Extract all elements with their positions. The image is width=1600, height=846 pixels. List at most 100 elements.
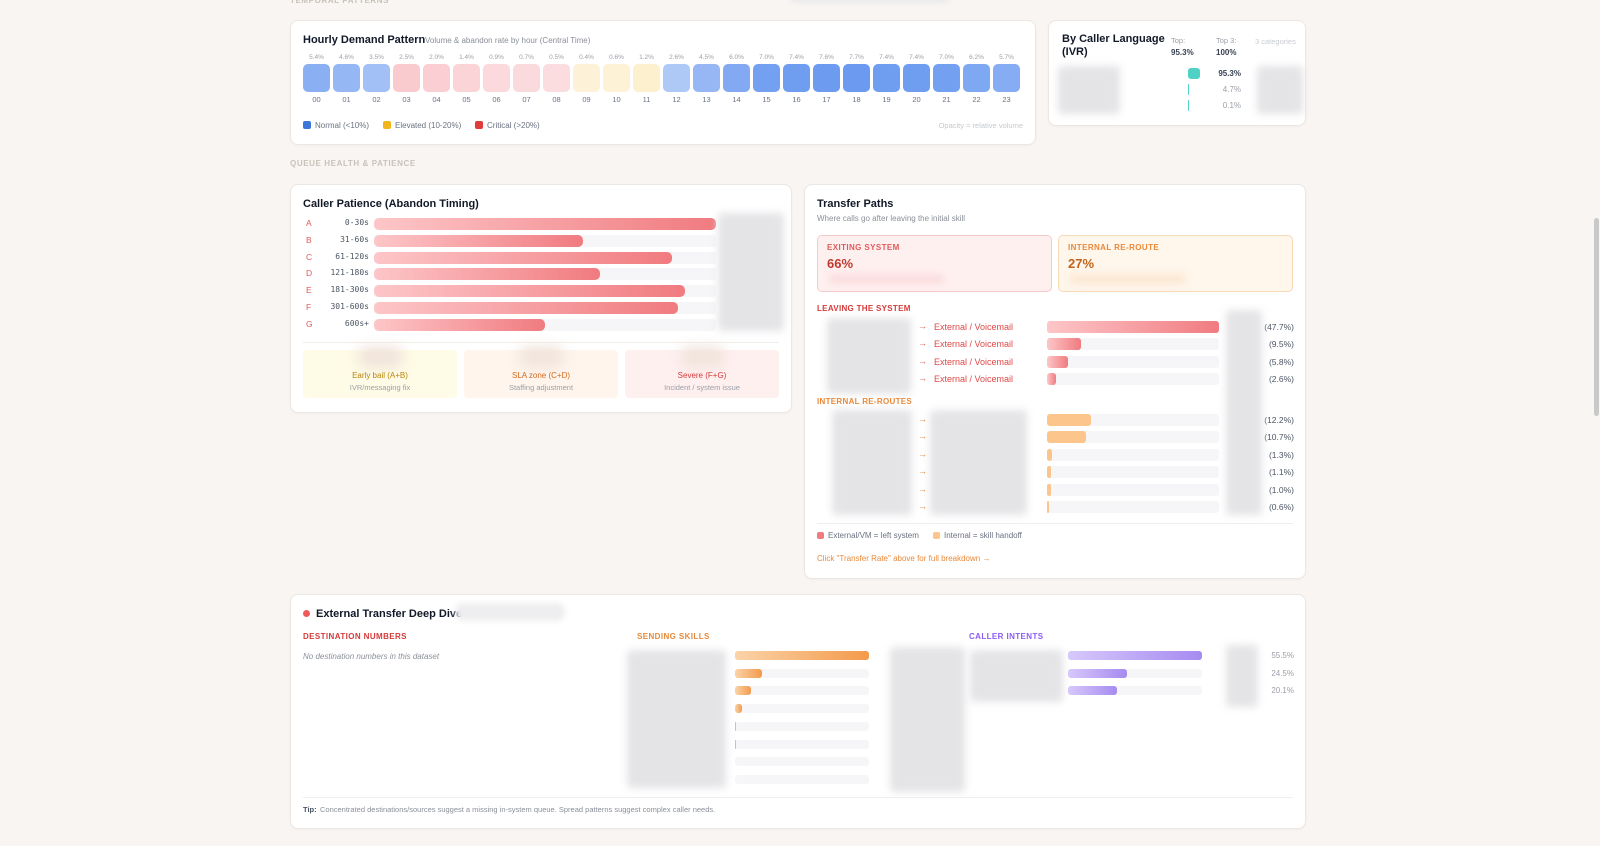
- redacted-block: [970, 650, 1063, 702]
- legend-swatch: [383, 121, 391, 129]
- arrow: →: [918, 321, 927, 331]
- hour-cell: [423, 64, 450, 92]
- hour-label: 15: [762, 95, 771, 104]
- hour-cell: [633, 64, 660, 92]
- reroute-bar: [1047, 448, 1052, 461]
- hour-cell: [813, 64, 840, 92]
- group-heading: INTERNAL RE-ROUTES: [817, 397, 913, 406]
- hour-cell: [513, 64, 540, 92]
- hour-volume-label: 0.9%: [489, 54, 504, 61]
- redacted-block: [1058, 66, 1120, 114]
- column-heading: DESTINATION NUMBERS: [303, 632, 407, 641]
- hour-label: 09: [582, 95, 591, 104]
- exit-bar: [1047, 372, 1057, 385]
- arrow: →: [918, 501, 927, 511]
- hour-label: 18: [852, 95, 861, 104]
- card-subtitle: Volume & abandon rate by hour (Central T…: [425, 36, 591, 45]
- arrow: →: [918, 414, 927, 424]
- bucket-letter: C: [306, 251, 313, 262]
- hour-volume-label: 3.5%: [369, 54, 384, 61]
- card-title: Caller Patience (Abandon Timing): [303, 198, 479, 210]
- hour-volume-label: 1.4%: [459, 54, 474, 61]
- exit-bar: [1047, 355, 1068, 368]
- hour-label: 03: [402, 95, 411, 104]
- stat-label: Top:: [1171, 36, 1186, 45]
- divider: [817, 523, 1293, 524]
- transfer-pct: (0.6%): [1268, 502, 1294, 512]
- skill-bar: [735, 721, 737, 731]
- hour-cell: [483, 64, 510, 92]
- hour-label: 02: [372, 95, 381, 104]
- column-heading: CALLER INTENTS: [969, 632, 1044, 641]
- bar-track: [1047, 431, 1219, 444]
- bucket-letter: A: [306, 218, 312, 228]
- hour-cell: [993, 64, 1020, 92]
- bucket-range: 301-600s: [330, 302, 369, 311]
- card-title: Transfer Paths: [817, 198, 894, 210]
- hour-label: 14: [732, 95, 741, 104]
- zone-title: Early bail (A+B): [352, 371, 408, 380]
- bar-track: [1047, 338, 1219, 351]
- zone-desc: IVR/messaging fix: [349, 383, 411, 392]
- arrow: →: [918, 466, 927, 477]
- legend-swatch: [933, 532, 940, 539]
- stat-value: 95.3%: [1171, 48, 1194, 57]
- bucket-range: 181-300s: [330, 285, 369, 295]
- bar-track: [735, 668, 869, 678]
- tip-text: Concentrated destinations/sources sugges…: [320, 805, 716, 814]
- scrollbar[interactable]: [1594, 218, 1599, 416]
- hour-volume-label: 6.2%: [969, 54, 984, 61]
- legend-label: Internal = skill handoff: [944, 531, 1022, 540]
- destination-name: External / Voicemail: [934, 322, 1014, 332]
- bucket-range: 61-120s: [335, 251, 369, 261]
- reroute-bar: [1047, 501, 1050, 513]
- hour-label: 08: [552, 95, 561, 104]
- tip-label: Tip:: [303, 805, 317, 814]
- column-heading: SENDING SKILLS: [637, 632, 710, 641]
- transfer-pct: (1.1%): [1268, 467, 1294, 478]
- patience-bar: [374, 318, 545, 331]
- divider: [303, 342, 779, 343]
- hour-volume-label: 6.0%: [729, 54, 744, 61]
- hour-volume-label: 0.7%: [519, 54, 534, 61]
- status-dot: [303, 610, 310, 617]
- skill-bar: [735, 739, 737, 749]
- bar-track: [1068, 668, 1202, 678]
- section-label: QUEUE HEALTH & PATIENCE: [290, 159, 416, 168]
- hour-cell: [693, 64, 720, 92]
- hour-volume-label: 2.5%: [399, 54, 414, 61]
- summary-label: EXITING SYSTEM: [827, 243, 900, 252]
- language-bar: [1188, 68, 1200, 79]
- hour-label: 17: [822, 95, 831, 104]
- hour-volume-label: 7.0%: [939, 54, 954, 61]
- bar-track: [735, 739, 869, 749]
- bar-track: [1047, 483, 1219, 496]
- hour-volume-label: 5.7%: [999, 54, 1014, 61]
- zone-desc: Staffing adjustment: [508, 383, 574, 392]
- stat-label: Top 3:: [1216, 36, 1237, 45]
- hour-cell: [393, 64, 420, 92]
- bucket-letter: E: [306, 285, 312, 296]
- patience-bar: [374, 251, 672, 264]
- link[interactable]: Click "Transfer Rate" above for full bre…: [817, 554, 991, 563]
- bar-track: [1047, 501, 1219, 513]
- redacted-block: [930, 410, 1027, 515]
- redacted-block: [890, 647, 965, 792]
- bar-track: [1047, 466, 1219, 479]
- patience-bar: [374, 234, 583, 247]
- transfer-pct: (5.8%): [1268, 356, 1294, 367]
- hour-cell: [573, 64, 600, 92]
- intent-pct: 24.5%: [1271, 668, 1294, 678]
- hour-cell: [303, 64, 330, 92]
- exit-bar: [1047, 338, 1082, 351]
- arrow: →: [918, 372, 927, 383]
- hour-cell: [603, 64, 630, 92]
- hour-label: 04: [432, 95, 441, 104]
- hour-volume-label: 7.6%: [819, 54, 834, 61]
- arrow: →: [918, 431, 927, 442]
- legend-label: Critical (>20%): [487, 121, 540, 130]
- exit-bar: [1047, 321, 1219, 333]
- language-bar: [1188, 84, 1189, 95]
- card-subtitle: Where calls go after leaving the initial…: [817, 214, 966, 223]
- hour-cell: [333, 64, 360, 92]
